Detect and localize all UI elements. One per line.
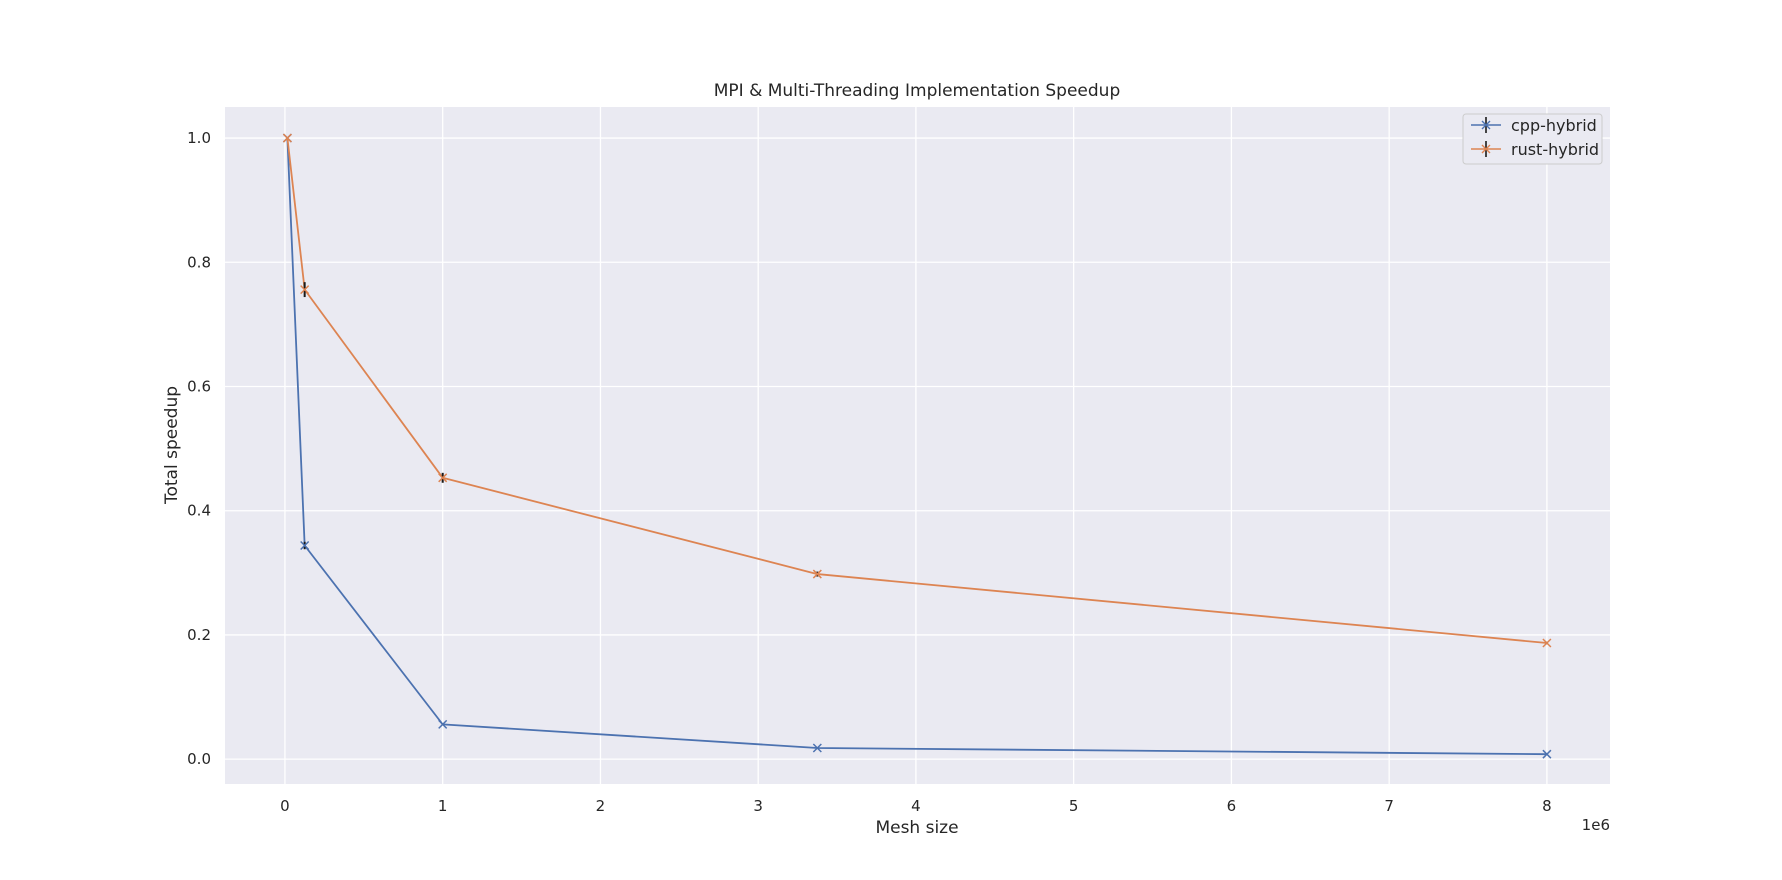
x-tick-label: 4	[911, 797, 921, 815]
legend-item-rust-hybrid: rust-hybrid	[1471, 140, 1599, 159]
grid	[225, 107, 1610, 784]
y-tick-label: 0.2	[187, 626, 211, 644]
x-tick-label: 7	[1384, 797, 1394, 815]
data-point	[812, 569, 822, 579]
x-tick-label: 2	[596, 797, 606, 815]
x-tick-label: 5	[1069, 797, 1079, 815]
y-tick-label: 0.4	[187, 502, 211, 520]
series-layer	[282, 133, 1552, 759]
x-tick-label: 1	[438, 797, 448, 815]
y-tick-label: 0.8	[187, 253, 211, 271]
data-point	[282, 133, 292, 143]
legend-box	[1462, 113, 1603, 165]
y-axis-label: Total speedup	[162, 386, 182, 505]
legend-label-rust-hybrid: rust-hybrid	[1511, 140, 1599, 159]
legend-label-cpp-hybrid: cpp-hybrid	[1511, 116, 1597, 135]
x-axis-label: Mesh size	[875, 818, 958, 838]
data-point	[300, 540, 310, 551]
y-tick-label: 0.6	[187, 377, 211, 395]
x-tick-label: 0	[280, 797, 290, 815]
plot-background	[225, 107, 1610, 784]
x-axis-offset-label: 1e6	[1582, 816, 1610, 834]
legend-item-cpp-hybrid: cpp-hybrid	[1471, 116, 1597, 135]
x-tick-label: 6	[1227, 797, 1237, 815]
ticks-layer: 0 1 2 3 4 5 6 7 8 0.0 0.2 0.4 0.6 0.8 1.0	[187, 129, 1552, 815]
data-point	[812, 743, 822, 753]
chart-title: MPI & Multi-Threading Implementation Spe…	[714, 81, 1121, 101]
y-tick-label: 1.0	[187, 129, 211, 147]
data-point	[300, 285, 310, 295]
y-tick-label: 0.0	[187, 750, 211, 768]
data-point	[1542, 638, 1552, 648]
x-tick-label: 3	[753, 797, 763, 815]
series-rust-hybrid	[282, 133, 1552, 648]
data-point	[438, 473, 448, 483]
data-point	[438, 719, 448, 729]
x-tick-label: 8	[1542, 797, 1552, 815]
data-point	[1542, 749, 1552, 759]
legend: cpp-hybrid rust-hybrid	[1462, 113, 1603, 165]
